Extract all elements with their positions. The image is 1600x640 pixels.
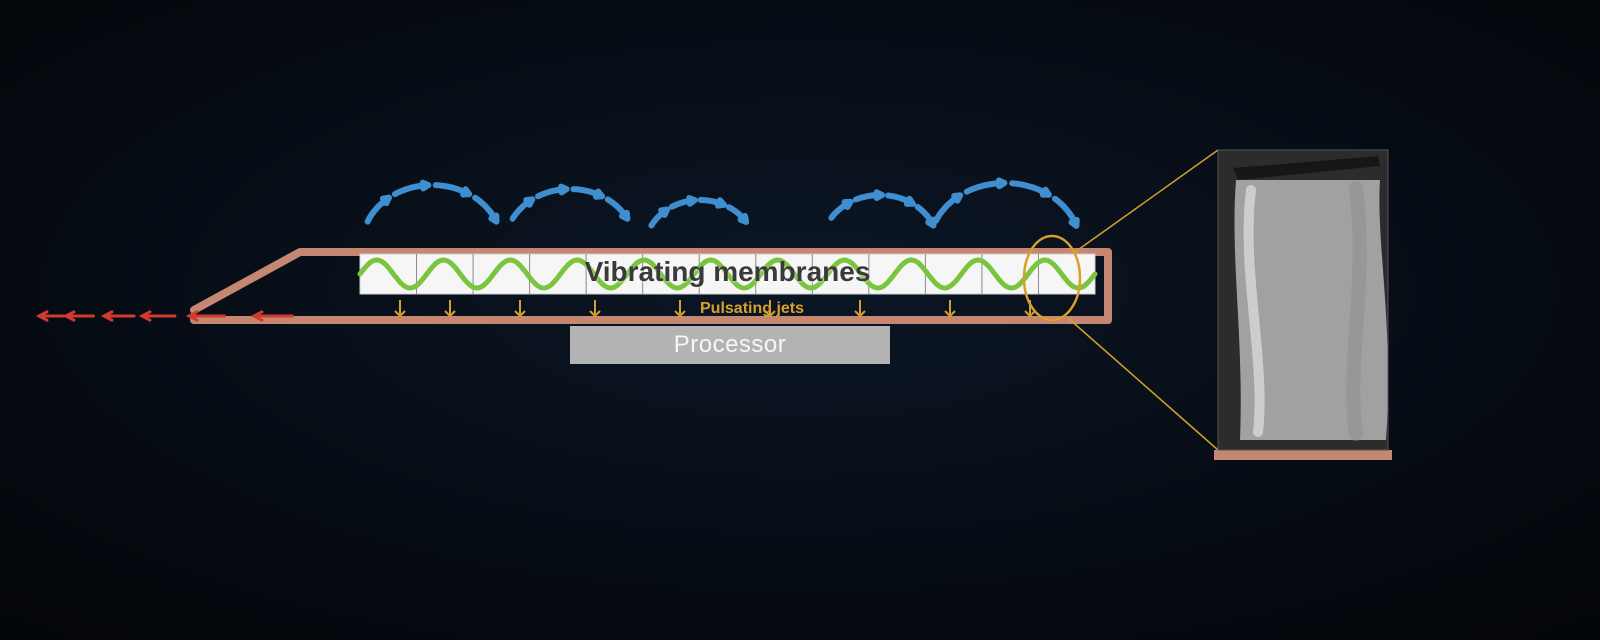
air-arc-arrowhead bbox=[741, 216, 747, 222]
air-arc-arrowhead bbox=[561, 187, 567, 193]
air-arc-arrowhead bbox=[1043, 190, 1049, 195]
air-arc-arrowhead bbox=[383, 198, 389, 203]
diagram-svg bbox=[0, 0, 1600, 640]
air-arc-arrowhead bbox=[622, 213, 627, 219]
air-arc-arrowhead bbox=[1072, 220, 1077, 226]
air-arc-arrowhead bbox=[928, 219, 933, 225]
air-arc-arrowhead bbox=[526, 199, 532, 204]
air-arc-arrowhead bbox=[907, 199, 913, 204]
air-arc-arrowhead bbox=[596, 192, 602, 197]
diagram-stage: Vibrating membranes Pulsating jets Proce… bbox=[0, 0, 1600, 640]
air-arc-arrowhead bbox=[463, 189, 469, 194]
air-arc-arrowhead bbox=[954, 195, 960, 200]
air-arc-arrowhead bbox=[845, 202, 851, 207]
inset-panel bbox=[1214, 150, 1392, 460]
air-arc-arrowhead bbox=[491, 216, 496, 222]
air-arc-arrowhead bbox=[689, 198, 695, 204]
air-arc-arrowhead bbox=[718, 200, 724, 205]
air-arc-arrowhead bbox=[999, 180, 1004, 186]
air-arc-arrowhead bbox=[877, 192, 882, 198]
air-arc-arrowhead bbox=[423, 183, 429, 189]
air-arc-arrowhead bbox=[661, 210, 667, 215]
